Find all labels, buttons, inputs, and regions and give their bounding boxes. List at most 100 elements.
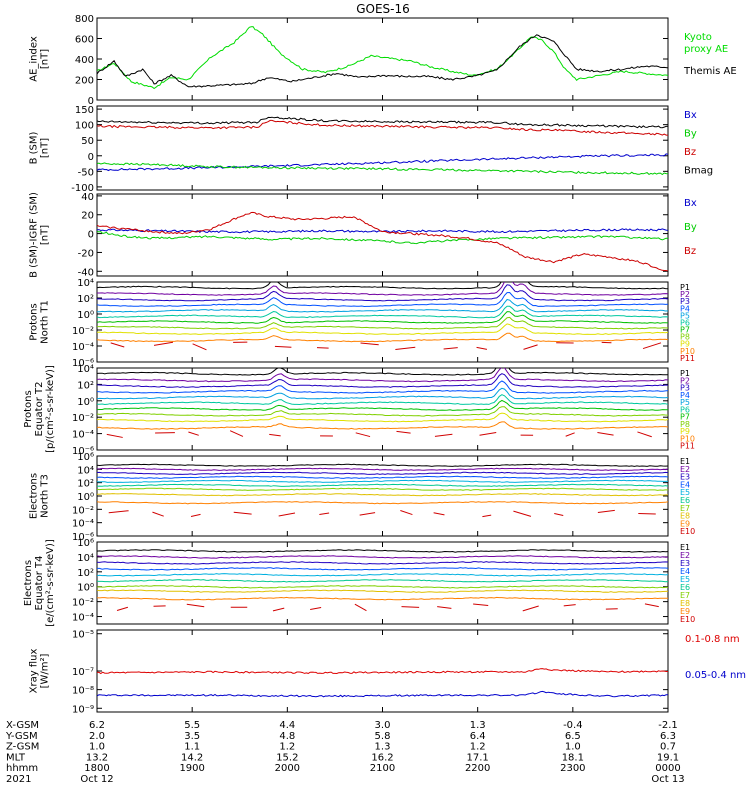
channel-legend-e10: E10 bbox=[680, 527, 695, 536]
flux-segment-p11 bbox=[524, 345, 538, 349]
x-tick-value: 1.2 bbox=[279, 742, 295, 753]
x-tick-value: 6.4 bbox=[470, 731, 486, 742]
x-tick-value: 19.1 bbox=[657, 752, 679, 763]
flux-segment-e10 bbox=[310, 607, 321, 609]
x-row-label: Z-GSM bbox=[6, 742, 39, 753]
flux-segment-e10 bbox=[191, 514, 201, 516]
legend-entry: proxy AE bbox=[684, 44, 728, 55]
flux-segment-e10 bbox=[400, 510, 412, 514]
flux-line-e3 bbox=[97, 562, 668, 565]
series-group bbox=[97, 212, 668, 271]
y-tick-label: 10⁻⁸ bbox=[72, 686, 94, 697]
flux-line-e1 bbox=[97, 464, 668, 466]
flux-segment-e10 bbox=[117, 607, 128, 610]
flux-line-p8 bbox=[97, 317, 668, 329]
series-group bbox=[97, 464, 668, 516]
y-tick-label: 150 bbox=[75, 105, 94, 116]
series-line-0-1-0-8-nm bbox=[97, 669, 668, 674]
flux-line-p9 bbox=[97, 324, 668, 335]
x-tick-value: Oct 12 bbox=[80, 774, 113, 785]
y-tick-label: -20 bbox=[78, 248, 94, 259]
y-tick-label: 10⁻⁴ bbox=[72, 430, 94, 441]
series-line-0-05-0-4-nm bbox=[97, 691, 668, 696]
x-tick-value: 17.1 bbox=[467, 752, 489, 763]
y-axis-label: [nT] bbox=[40, 49, 51, 69]
flux-segment-p11 bbox=[444, 348, 458, 349]
y-tick-label: 10² bbox=[77, 568, 94, 579]
x-tick-value: 1.2 bbox=[470, 742, 486, 753]
flux-line-e8 bbox=[97, 494, 668, 496]
x-tick-value: 1.3 bbox=[375, 742, 391, 753]
flux-segment-p11 bbox=[269, 434, 280, 436]
panel-frame bbox=[97, 106, 668, 190]
y-axis-label: [W/m²] bbox=[40, 653, 51, 688]
series-group bbox=[97, 27, 668, 89]
flux-line-e5 bbox=[97, 574, 668, 577]
flux-segment-p11 bbox=[107, 434, 123, 437]
series-group bbox=[97, 117, 668, 174]
legend-entry: 0.05-0.4 nm bbox=[685, 670, 746, 681]
y-tick-label: 10² bbox=[77, 479, 94, 490]
x-tick-value: 1.0 bbox=[565, 742, 581, 753]
y-tick-label: 10⁻⁴ bbox=[72, 342, 94, 353]
flux-segment-e10 bbox=[279, 513, 295, 516]
flux-segment-e10 bbox=[513, 511, 531, 516]
flux-segment-p11 bbox=[637, 432, 651, 437]
y-tick-label: 40 bbox=[81, 192, 94, 203]
y-axis-label: Equator T2 bbox=[34, 382, 45, 437]
flux-segment-p11 bbox=[356, 433, 370, 437]
legend-entry: Bx bbox=[684, 198, 697, 209]
series-line-bx bbox=[97, 229, 668, 233]
series-line-bmag bbox=[97, 117, 668, 128]
legend-entry: Themis AE bbox=[683, 66, 737, 77]
legend-entry: 0.1-0.8 nm bbox=[685, 634, 740, 645]
x-row-label: X-GSM bbox=[6, 720, 39, 731]
y-tick-label: 10⁴ bbox=[77, 364, 94, 375]
flux-line-e2 bbox=[97, 468, 668, 470]
y-axis-label: Protons bbox=[23, 390, 34, 427]
flux-segment-p11 bbox=[643, 343, 661, 349]
x-tick-value: 3.0 bbox=[375, 720, 391, 731]
x-tick-value: 6.2 bbox=[89, 720, 105, 731]
y-tick-label: 10⁰ bbox=[77, 583, 94, 594]
x-row-label: Y-GSM bbox=[5, 731, 38, 742]
y-axis-label: B (SM)-IGRF (SM) bbox=[29, 192, 40, 278]
y-tick-label: 600 bbox=[75, 35, 94, 46]
y-tick-label: 10⁰ bbox=[77, 310, 94, 321]
flux-segment-p11 bbox=[361, 343, 379, 345]
x-tick-value: 1.0 bbox=[89, 742, 105, 753]
x-tick-value: 5.8 bbox=[375, 731, 391, 742]
flux-segment-e10 bbox=[473, 604, 488, 605]
y-tick-label: 0 bbox=[88, 152, 94, 163]
y-tick-label: 400 bbox=[75, 55, 94, 66]
x-tick-value: 1.3 bbox=[470, 720, 486, 731]
y-tick-label: 10⁻² bbox=[72, 326, 94, 337]
flux-line-p10 bbox=[97, 422, 668, 429]
panel-frame bbox=[97, 542, 668, 624]
flux-segment-e10 bbox=[598, 510, 615, 512]
x-tick-value: 18.1 bbox=[562, 752, 584, 763]
x-tick-value: 2300 bbox=[560, 763, 585, 774]
x-tick-value: 6.5 bbox=[565, 731, 581, 742]
flux-line-e5 bbox=[97, 480, 668, 482]
y-axis-label: Electrons bbox=[23, 560, 34, 606]
flux-segment-p11 bbox=[154, 342, 173, 345]
flux-segment-p11 bbox=[188, 432, 198, 435]
y-tick-label: 10⁻⁹ bbox=[72, 704, 94, 715]
x-tick-value: 1800 bbox=[84, 763, 109, 774]
x-tick-value: 16.2 bbox=[371, 752, 393, 763]
flux-line-e3 bbox=[97, 472, 668, 474]
flux-line-e9 bbox=[97, 597, 668, 600]
flux-segment-p11 bbox=[435, 434, 452, 436]
y-axis-label: Protons bbox=[29, 303, 40, 340]
flux-line-e7 bbox=[97, 586, 668, 588]
y-tick-label: 200 bbox=[75, 76, 94, 87]
x-tick-value: 2000 bbox=[275, 763, 300, 774]
flux-line-e9 bbox=[97, 502, 668, 504]
